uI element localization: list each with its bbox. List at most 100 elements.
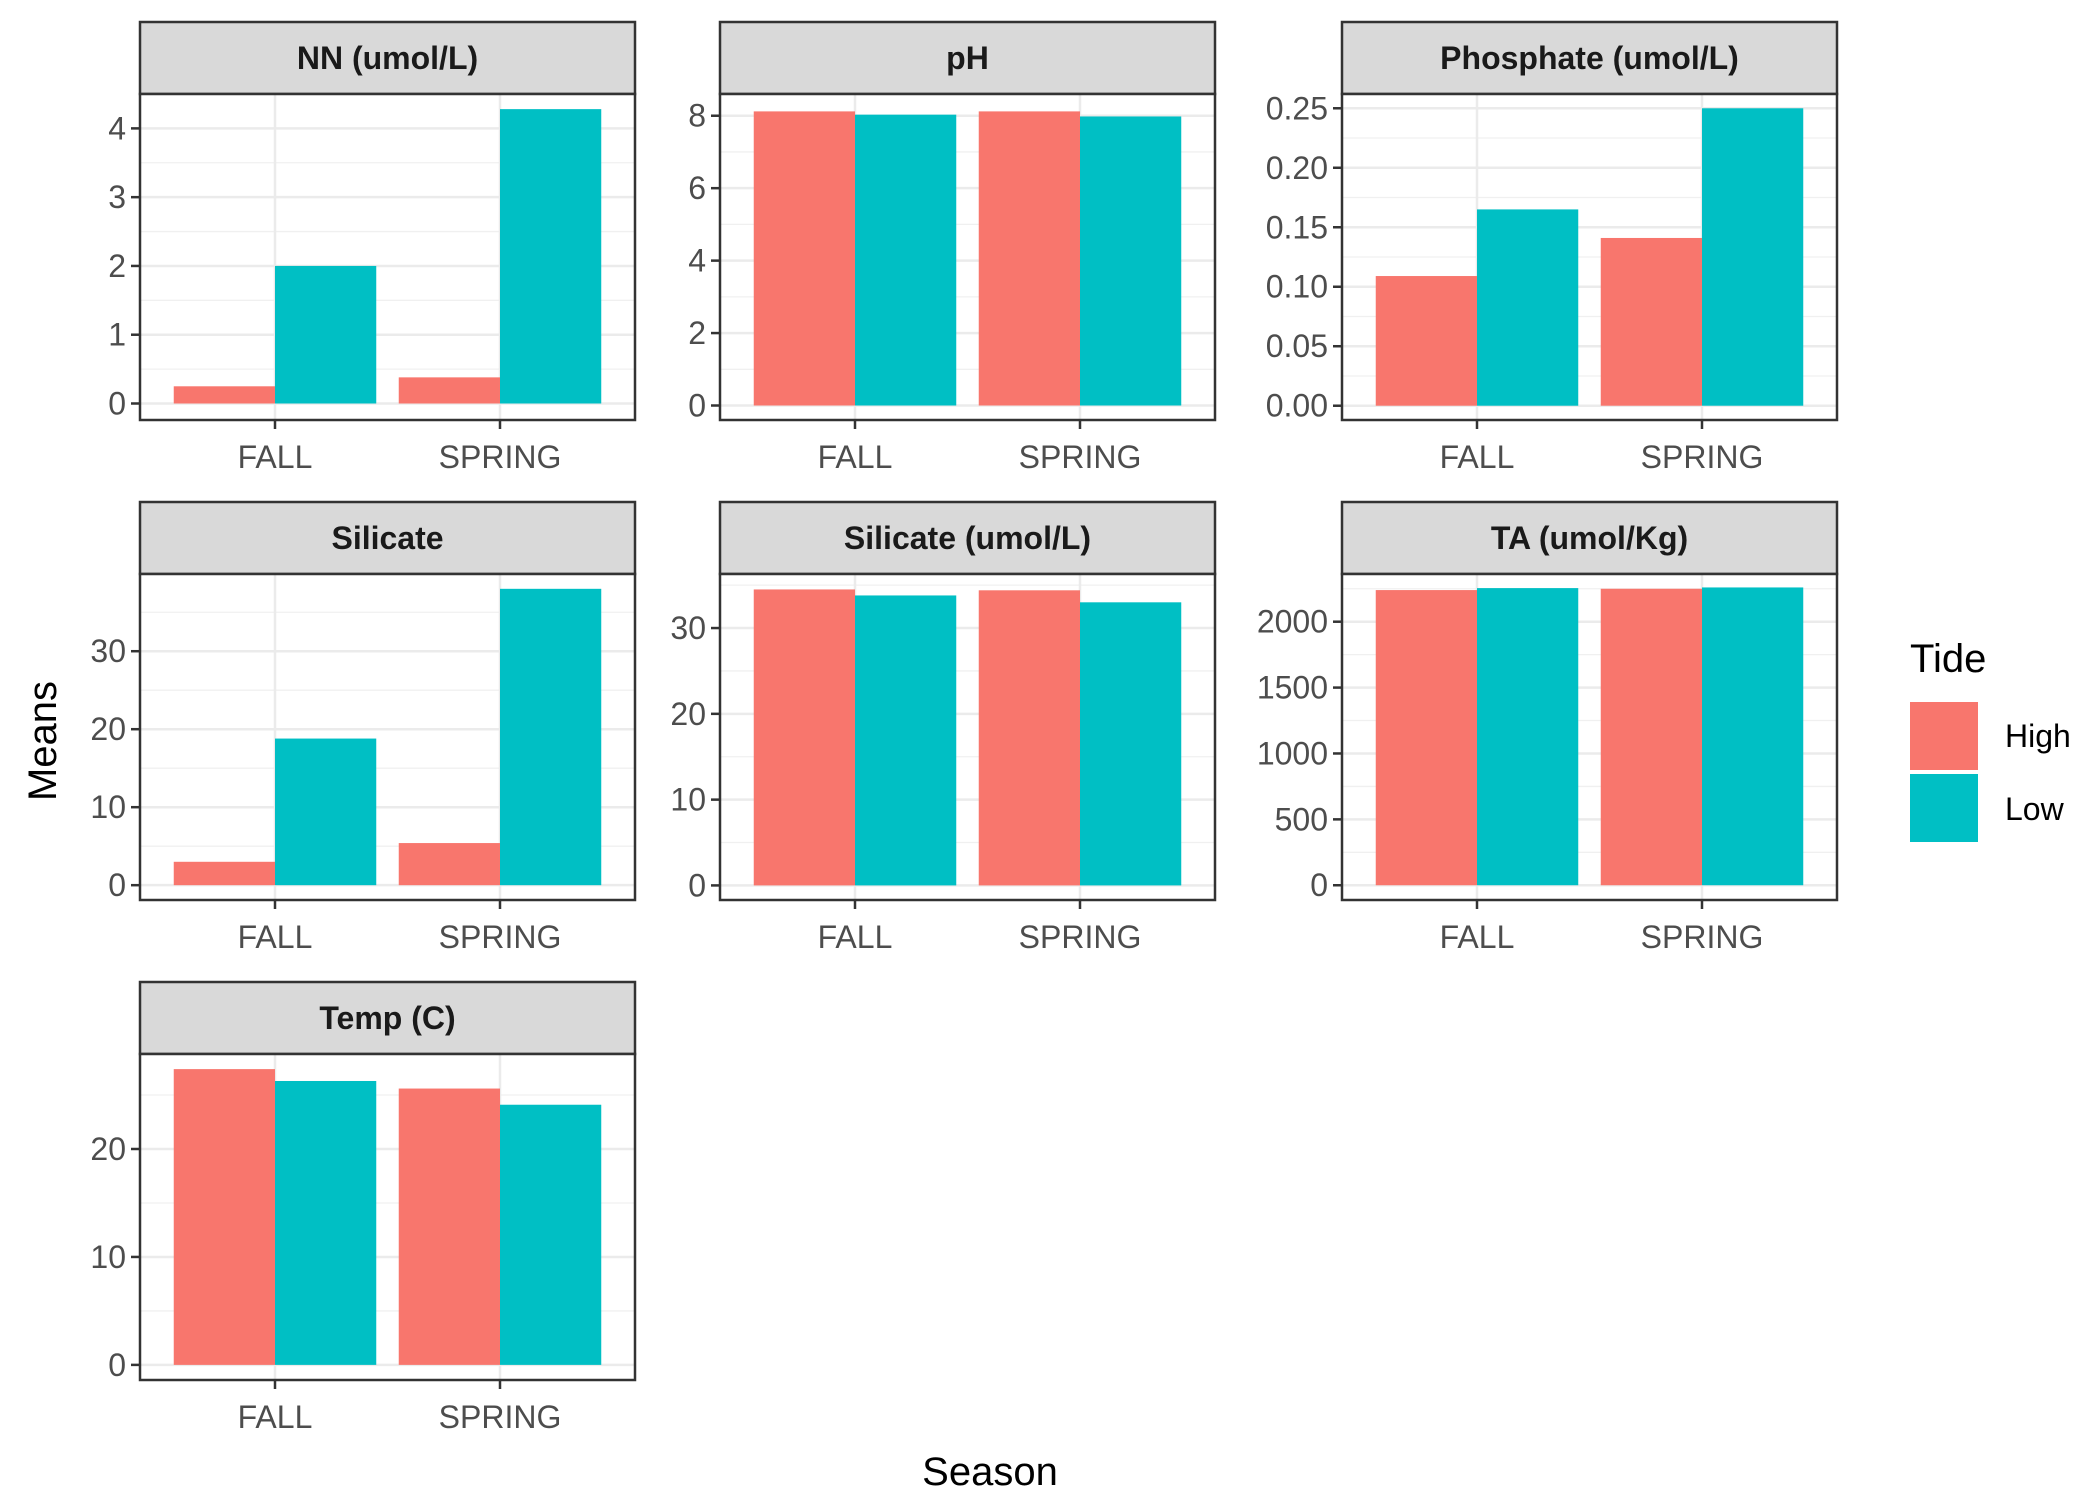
bar-fall-high: [1375, 590, 1477, 886]
x-tick-label: SPRING: [1019, 439, 1142, 475]
x-tick-label: FALL: [1440, 919, 1515, 955]
y-tick-label: 0: [688, 388, 706, 424]
y-tick-label: 2: [108, 248, 126, 284]
legend-title: Tide: [1910, 637, 1986, 681]
y-axis-title: Means: [21, 681, 65, 801]
y-tick-label: 500: [1275, 801, 1328, 837]
y-tick-label: 0: [688, 867, 706, 903]
x-tick-label: FALL: [238, 439, 313, 475]
facet-phosphate-umol-l: Phosphate (umol/L) 0.00 0.05 0.10 0.15 0.20 0.…: [1266, 20, 1839, 475]
y-tick-label: 1000: [1257, 735, 1328, 771]
bar-spring-low: [500, 1104, 602, 1365]
x-tick-label: FALL: [818, 919, 893, 955]
panel-border: [718, 572, 1217, 902]
y-tick-label: 10: [90, 1239, 126, 1275]
y-tick-label: 2000: [1257, 604, 1328, 640]
y-tick-label: 0.00: [1266, 388, 1328, 424]
facet-temp-c: Temp (C) 0 10 20 FALL SPRING: [90, 980, 637, 1435]
bar-fall-high: [1375, 276, 1477, 406]
bar-fall-low: [275, 1080, 377, 1365]
facet-title: Phosphate (umol/L): [1440, 40, 1739, 76]
panel-border: [1340, 572, 1839, 902]
bar-fall-high: [753, 111, 855, 406]
panel-border: [138, 1052, 637, 1382]
facet-silicate: Silicate 0 10 20 30 FALL SPRING: [90, 500, 637, 955]
bar-fall-high: [173, 386, 275, 404]
bar-fall-low: [855, 595, 957, 886]
y-tick-label: 0.20: [1266, 150, 1328, 186]
legend-key-high: [1910, 702, 1978, 770]
facets-layer: NN (umol/L) 0 1 2 3 4 FALL SPRING pH 0 2 4 6 8 FALL SPR…: [90, 20, 1839, 1435]
y-tick-label: 0: [108, 385, 126, 421]
bar-fall-low: [275, 738, 377, 886]
facet-strip: [718, 500, 1217, 576]
y-tick-label: 4: [688, 243, 706, 279]
bar-spring-high: [398, 377, 500, 404]
bar-spring-high: [978, 590, 1080, 886]
x-tick-label: SPRING: [1641, 439, 1764, 475]
y-tick-label: 10: [90, 789, 126, 825]
bar-fall-high: [753, 589, 855, 886]
y-tick-label: 30: [670, 610, 706, 646]
bar-spring-low: [1702, 587, 1804, 886]
bar-spring-low: [500, 588, 602, 886]
panel-border: [718, 92, 1217, 422]
bar-spring-low: [1080, 602, 1182, 886]
bar-fall-low: [1477, 588, 1579, 886]
facet-title: Silicate (umol/L): [844, 520, 1091, 556]
bar-fall-high: [173, 1069, 275, 1365]
facet-ta-umol-kg: TA (umol/Kg) 0 500 1000 1500 2000 FALL SPRING: [1257, 500, 1839, 955]
x-tick-label: SPRING: [439, 919, 562, 955]
facet-title: pH: [946, 40, 989, 76]
y-tick-label: 1500: [1257, 670, 1328, 706]
y-tick-label: 6: [688, 170, 706, 206]
y-tick-label: 0.05: [1266, 328, 1328, 364]
bar-fall-low: [275, 265, 377, 404]
bar-fall-low: [1477, 209, 1579, 406]
y-tick-label: 0.15: [1266, 209, 1328, 245]
y-tick-label: 8: [688, 98, 706, 134]
facet-ph: pH 0 2 4 6 8 FALL SPRING: [688, 20, 1217, 475]
y-tick-label: 10: [670, 782, 706, 818]
y-tick-label: 20: [90, 1131, 126, 1167]
facet-title: Temp (C): [319, 1000, 455, 1036]
facet-title: Silicate: [331, 520, 443, 556]
x-tick-label: FALL: [818, 439, 893, 475]
bar-spring-low: [1702, 108, 1804, 406]
facet-title: TA (umol/Kg): [1491, 520, 1688, 556]
legend: Tide High Low: [1910, 637, 2071, 842]
x-tick-label: SPRING: [1019, 919, 1142, 955]
facet-nn-umol-l: NN (umol/L) 0 1 2 3 4 FALL SPRING: [108, 20, 637, 475]
y-tick-label: 20: [90, 711, 126, 747]
panel-border: [138, 92, 637, 422]
y-tick-label: 0: [108, 1347, 126, 1383]
x-tick-label: FALL: [238, 1399, 313, 1435]
y-tick-label: 0.25: [1266, 90, 1328, 126]
x-tick-label: SPRING: [439, 439, 562, 475]
y-tick-label: 20: [670, 696, 706, 732]
facet-strip: [1340, 20, 1839, 96]
y-tick-label: 0: [1310, 867, 1328, 903]
bar-fall-low: [855, 114, 957, 406]
panel-border: [1340, 92, 1839, 422]
panel-border: [138, 572, 637, 902]
legend-key-low: [1910, 774, 1978, 842]
x-tick-label: FALL: [1440, 439, 1515, 475]
x-tick-label: FALL: [238, 919, 313, 955]
facet-strip: [138, 980, 637, 1056]
x-tick-label: SPRING: [439, 1399, 562, 1435]
facet-title: NN (umol/L): [297, 40, 478, 76]
legend-label-low: Low: [2005, 791, 2065, 827]
bar-spring-high: [398, 1088, 500, 1365]
bar-spring-high: [1600, 588, 1702, 886]
y-tick-label: 3: [108, 179, 126, 215]
bar-spring-low: [500, 109, 602, 404]
y-tick-label: 0.10: [1266, 269, 1328, 305]
x-axis-title: Season: [922, 1450, 1058, 1494]
y-tick-label: 30: [90, 633, 126, 669]
legend-label-high: High: [2005, 718, 2071, 754]
y-tick-label: 0: [108, 867, 126, 903]
facet-silicate-umol-l: Silicate (umol/L) 0 10 20 30 FALL SPRING: [670, 500, 1217, 955]
bar-spring-high: [978, 111, 1080, 406]
